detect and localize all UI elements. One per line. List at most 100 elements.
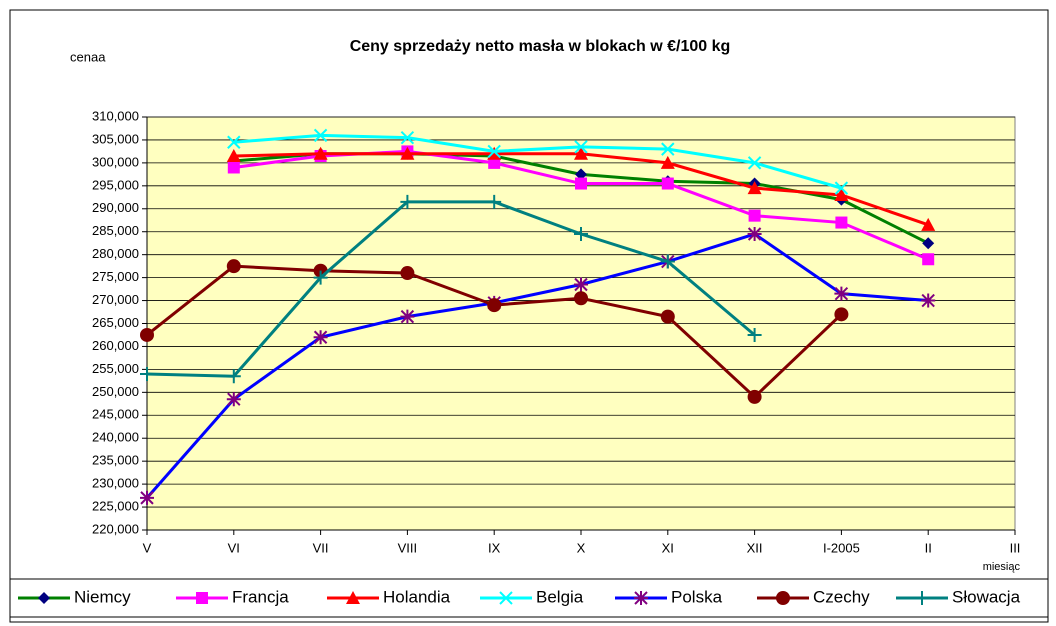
marker <box>574 291 588 306</box>
marker <box>499 591 513 605</box>
marker <box>747 327 762 342</box>
legend-label: Holandia <box>383 587 451 606</box>
marker <box>400 194 415 209</box>
marker <box>835 216 848 229</box>
x-tick-label: I-2005 <box>823 540 860 555</box>
marker <box>227 161 240 174</box>
marker <box>834 286 849 301</box>
x-axis-label: miesiąc <box>983 561 1021 573</box>
series <box>140 259 849 404</box>
marker <box>660 309 675 324</box>
marker <box>226 149 241 163</box>
marker <box>400 309 415 324</box>
marker <box>140 366 154 381</box>
marker <box>574 277 588 292</box>
legend-label: Niemcy <box>74 587 131 606</box>
marker <box>313 330 328 345</box>
series <box>226 146 936 231</box>
marker <box>921 293 936 308</box>
y-tick-label: 220,000 <box>92 521 139 536</box>
series-line <box>146 200 756 378</box>
x-tick-label: X <box>577 540 586 555</box>
marker <box>400 130 415 145</box>
marker <box>747 181 762 195</box>
marker <box>38 592 50 604</box>
marker <box>575 168 587 181</box>
marker <box>226 392 241 407</box>
y-tick-label: 235,000 <box>92 453 139 468</box>
marker <box>346 591 360 604</box>
y-tick-label: 305,000 <box>92 131 139 146</box>
marker <box>488 156 501 169</box>
y-tick-label: 260,000 <box>92 338 139 353</box>
legend-label: Polska <box>671 587 723 606</box>
y-tick-label: 290,000 <box>92 200 139 215</box>
x-tick-label: II <box>925 540 932 555</box>
x-tick-label: VII <box>313 540 329 555</box>
x-tick-label: XI <box>662 540 674 555</box>
marker <box>574 140 588 154</box>
marker <box>834 188 849 202</box>
y-tick-label: 300,000 <box>92 154 139 169</box>
marker <box>834 307 849 322</box>
x-tick-label: III <box>1010 540 1021 555</box>
marker <box>747 227 762 242</box>
marker <box>487 194 502 209</box>
marker <box>140 327 154 342</box>
marker <box>487 146 502 160</box>
y-axis-label: cenaa <box>70 49 106 64</box>
marker <box>313 128 328 143</box>
y-tick-label: 275,000 <box>92 269 139 284</box>
marker <box>921 217 936 231</box>
marker <box>661 142 675 156</box>
marker <box>574 146 588 160</box>
marker <box>196 592 208 604</box>
marker <box>313 146 328 160</box>
y-tick-label: 295,000 <box>92 177 139 192</box>
marker <box>922 253 935 266</box>
legend-label: Słowacja <box>952 587 1021 606</box>
y-tick-label: 225,000 <box>92 498 139 513</box>
marker <box>313 270 328 285</box>
series-line <box>145 232 929 499</box>
y-tick-label: 285,000 <box>92 223 139 238</box>
y-tick-label: 255,000 <box>92 361 139 376</box>
marker <box>776 591 790 605</box>
marker <box>660 155 675 169</box>
x-tick-label: XII <box>747 540 763 555</box>
x-tick-label: IX <box>488 540 501 555</box>
y-tick-label: 270,000 <box>92 292 139 307</box>
y-tick-label: 230,000 <box>92 476 139 491</box>
y-tick-label: 250,000 <box>92 384 139 399</box>
marker <box>922 237 935 250</box>
marker <box>400 266 415 281</box>
y-tick-label: 245,000 <box>92 407 139 422</box>
marker <box>140 490 154 505</box>
marker <box>487 144 501 159</box>
y-tick-label: 310,000 <box>92 108 139 123</box>
marker <box>226 369 241 384</box>
marker <box>747 389 762 404</box>
marker <box>634 591 648 605</box>
marker <box>574 227 588 242</box>
series <box>140 194 762 384</box>
x-tick-label: V <box>143 540 152 555</box>
marker <box>660 254 675 269</box>
y-tick-label: 280,000 <box>92 246 139 261</box>
marker <box>661 177 674 190</box>
legend-label: Belgia <box>536 587 584 606</box>
marker <box>227 135 241 149</box>
x-tick-label: VI <box>228 540 240 555</box>
marker <box>747 156 762 170</box>
x-tick-label: VIII <box>398 540 418 555</box>
series <box>227 128 849 195</box>
legend-label: Czechy <box>813 587 870 606</box>
series-line <box>233 133 842 190</box>
legend-label: Francja <box>232 587 289 606</box>
marker <box>487 298 502 313</box>
marker <box>915 591 929 605</box>
y-tick-label: 265,000 <box>92 315 139 330</box>
marker <box>400 146 415 160</box>
marker <box>575 177 587 190</box>
